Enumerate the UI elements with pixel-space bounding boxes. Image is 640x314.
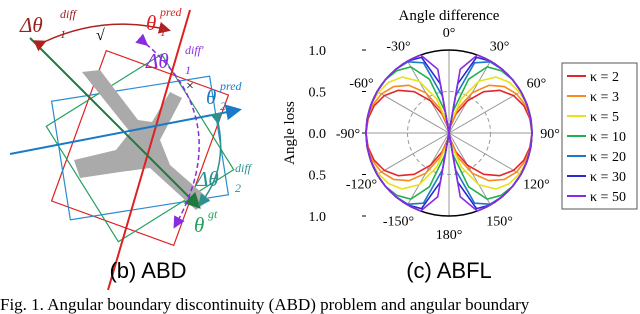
- label-sub: 1: [60, 27, 66, 41]
- grid-line: [407, 60, 450, 134]
- label-sub: 1: [185, 63, 191, 77]
- label-pred1: θ pred 1: [146, 5, 183, 39]
- label-sup: pred: [159, 5, 183, 19]
- label-sup: gt: [208, 207, 218, 221]
- caption-c: (c) ABFL: [406, 258, 492, 283]
- label-diff2: Δθ diff 2: [195, 161, 253, 195]
- label-sup: pred: [219, 79, 243, 93]
- diff1-arc: [33, 21, 171, 52]
- theta-tick-label: -150°: [383, 214, 414, 229]
- diff1p-arc: [135, 33, 200, 229]
- grid-line: [448, 132, 522, 175]
- y-axis-label: Angle loss: [282, 101, 298, 165]
- legend-label: κ = 30: [590, 170, 626, 185]
- chart-title: Angle difference: [399, 8, 500, 24]
- legend-label: κ = 20: [590, 150, 626, 165]
- label-gt: θ gt: [194, 207, 218, 237]
- y-tick-label: 0.5: [309, 169, 327, 184]
- label-sub: 1: [160, 25, 166, 39]
- label-diff1p: Δθ diff' 1: [145, 43, 204, 77]
- label-base: θ: [146, 11, 156, 35]
- y-tick-label: 1.0: [309, 44, 327, 59]
- legend-label: κ = 3: [590, 90, 619, 105]
- grid-line: [448, 60, 491, 134]
- theta-tick-label: 150°: [486, 214, 513, 229]
- caption-b: (b) ABD: [109, 258, 186, 283]
- polar-chart: 1.0 0.5 0.0 0.5 1.0 0° 30° 60° 90° 120° 150° 180° -1…: [309, 26, 638, 243]
- grid-line: [376, 132, 450, 175]
- y-tick-label: 1.0: [309, 210, 327, 225]
- grid-line: [448, 132, 491, 206]
- label-base: θ: [194, 213, 204, 237]
- theta-tick-label: 180°: [436, 228, 463, 243]
- series-line: [365, 54, 533, 212]
- theta-tick-label: 30°: [490, 40, 510, 55]
- label-diff1: Δθ diff 1: [19, 7, 78, 41]
- grid-line: [407, 132, 450, 206]
- theta-tick-label: -120°: [346, 178, 377, 193]
- label-base: Δθ: [145, 49, 169, 73]
- theta-tick-label: 0°: [443, 26, 456, 41]
- diff2-arc: [198, 111, 223, 207]
- theta-tick-label: 90°: [540, 127, 560, 142]
- theta-tick-label: -30°: [386, 40, 410, 55]
- label-base: Δθ: [19, 13, 43, 37]
- legend-label: κ = 10: [590, 130, 626, 145]
- theta-tick-label: -90°: [336, 127, 360, 142]
- theta-tick-label: -60°: [349, 77, 373, 92]
- label-pred2: θ pred 2: [206, 79, 243, 113]
- cross-mark: ×: [186, 79, 194, 94]
- panel-b-diagram: √ × Δθ diff 1 θ pred 1 Δθ diff' 1 θ pred…: [9, 5, 253, 291]
- grid-line: [376, 91, 450, 134]
- label-sup: diff: [60, 7, 78, 21]
- label-sup: diff': [185, 43, 204, 57]
- theta-tick-label: 120°: [523, 178, 550, 193]
- label-sup: diff: [235, 161, 253, 175]
- theta-tick-label: 60°: [527, 77, 547, 92]
- label-sub: 2: [235, 181, 241, 195]
- figure-caption: Fig. 1. Angular boundary discontinuity (…: [0, 295, 530, 314]
- y-tick-label: 0.0: [309, 127, 327, 142]
- label-sub: 2: [220, 99, 226, 113]
- y-tick-label: 0.5: [309, 86, 327, 101]
- grid-line: [448, 91, 522, 134]
- check-mark: √: [96, 27, 105, 44]
- legend-label: κ = 5: [590, 110, 619, 125]
- label-base: Δθ: [195, 167, 219, 191]
- legend-label: κ = 2: [590, 70, 619, 85]
- label-base: θ: [206, 85, 216, 109]
- legend-label: κ = 50: [590, 190, 626, 205]
